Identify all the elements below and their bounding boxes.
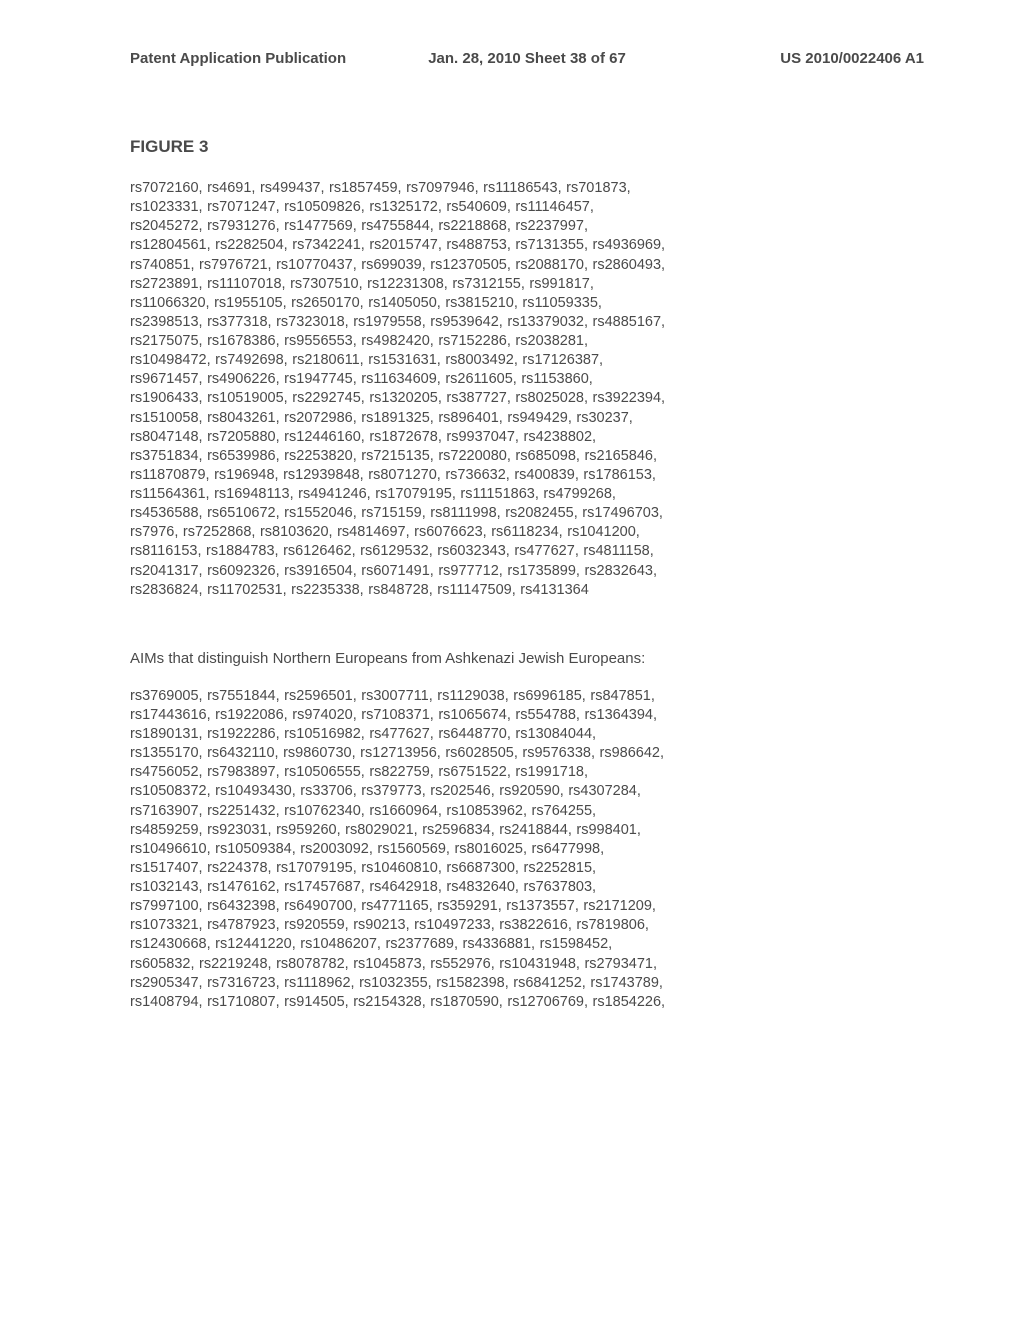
rs-id-line: rs1073321, rs4787923, rs920559, rs90213,… [130,916,924,935]
rs-id-line: rs7072160, rs4691, rs499437, rs1857459, … [130,179,924,198]
header-pub-number: US 2010/0022406 A1 [659,50,924,67]
patent-page: Patent Application Publication Jan. 28, … [0,0,1024,1102]
rs-id-line: rs7163907, rs2251432, rs10762340, rs1660… [130,802,924,821]
rs-id-line: rs11564361, rs16948113, rs4941246, rs170… [130,485,924,504]
rs-id-line: rs3769005, rs7551844, rs2596501, rs30077… [130,687,924,706]
rs-id-line: rs10508372, rs10493430, rs33706, rs37977… [130,782,924,801]
rs-id-line: rs7997100, rs6432398, rs6490700, rs47711… [130,897,924,916]
rs-id-line: rs17443616, rs1922086, rs974020, rs71083… [130,706,924,725]
rs-id-line: rs740851, rs7976721, rs10770437, rs69903… [130,256,924,275]
rs-id-line: rs1890131, rs1922286, rs10516982, rs4776… [130,725,924,744]
rs-id-line: rs8116153, rs1884783, rs6126462, rs61295… [130,542,924,561]
rs-id-line: rs4536588, rs6510672, rs1552046, rs71515… [130,504,924,523]
rs-id-line: rs11870879, rs196948, rs12939848, rs8071… [130,466,924,485]
rs-id-line: rs2175075, rs1678386, rs9556553, rs49824… [130,332,924,351]
rs-id-line: rs12430668, rs12441220, rs10486207, rs23… [130,935,924,954]
rs-id-block-2: rs3769005, rs7551844, rs2596501, rs30077… [130,687,924,1012]
rs-id-line: rs9671457, rs4906226, rs1947745, rs11634… [130,370,924,389]
rs-id-line: rs1032143, rs1476162, rs17457687, rs4642… [130,878,924,897]
rs-id-line: rs2836824, rs11702531, rs2235338, rs8487… [130,581,924,600]
rs-id-line: rs7976, rs7252868, rs8103620, rs4814697,… [130,523,924,542]
header-publication-type: Patent Application Publication [130,50,395,67]
rs-id-line: rs1906433, rs10519005, rs2292745, rs1320… [130,389,924,408]
figure-label: FIGURE 3 [130,137,924,157]
rs-id-line: rs1023331, rs7071247, rs10509826, rs1325… [130,198,924,217]
rs-id-block-1: rs7072160, rs4691, rs499437, rs1857459, … [130,179,924,600]
page-header: Patent Application Publication Jan. 28, … [130,50,924,67]
aims-subheading: AIMs that distinguish Northern Europeans… [130,650,924,667]
rs-id-line: rs1408794, rs1710807, rs914505, rs215432… [130,993,924,1012]
rs-id-line: rs1355170, rs6432110, rs9860730, rs12713… [130,744,924,763]
rs-id-line: rs4859259, rs923031, rs959260, rs8029021… [130,821,924,840]
rs-id-line: rs2905347, rs7316723, rs1118962, rs10323… [130,974,924,993]
rs-id-line: rs1510058, rs8043261, rs2072986, rs18913… [130,409,924,428]
rs-id-line: rs2045272, rs7931276, rs1477569, rs47558… [130,217,924,236]
rs-id-line: rs2041317, rs6092326, rs3916504, rs60714… [130,562,924,581]
rs-id-line: rs2398513, rs377318, rs7323018, rs197955… [130,313,924,332]
rs-id-line: rs3751834, rs6539986, rs2253820, rs72151… [130,447,924,466]
rs-id-line: rs10498472, rs7492698, rs2180611, rs1531… [130,351,924,370]
rs-id-line: rs605832, rs2219248, rs8078782, rs104587… [130,955,924,974]
rs-id-line: rs2723891, rs11107018, rs7307510, rs1223… [130,275,924,294]
rs-id-line: rs8047148, rs7205880, rs12446160, rs1872… [130,428,924,447]
rs-id-line: rs11066320, rs1955105, rs2650170, rs1405… [130,294,924,313]
rs-id-line: rs12804561, rs2282504, rs7342241, rs2015… [130,236,924,255]
header-date-sheet: Jan. 28, 2010 Sheet 38 of 67 [395,50,660,67]
rs-id-line: rs4756052, rs7983897, rs10506555, rs8227… [130,763,924,782]
rs-id-line: rs10496610, rs10509384, rs2003092, rs156… [130,840,924,859]
rs-id-line: rs1517407, rs224378, rs17079195, rs10460… [130,859,924,878]
